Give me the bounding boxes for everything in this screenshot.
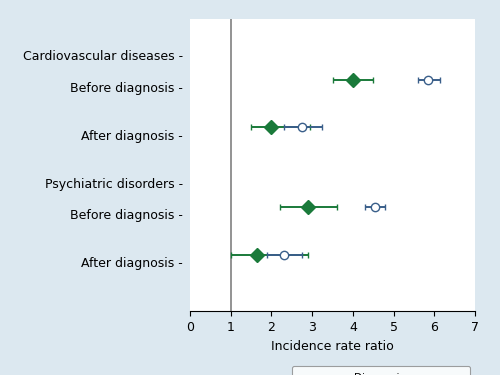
Legend: Hematological malignancy, Biopsied individuals: Hematological malignancy, Biopsied indiv… — [292, 366, 470, 375]
Text: Before diagnosis -: Before diagnosis - — [70, 82, 183, 95]
Text: After diagnosis -: After diagnosis - — [82, 257, 183, 270]
Text: Psychiatric disorders -: Psychiatric disorders - — [45, 178, 183, 190]
Text: After diagnosis -: After diagnosis - — [82, 130, 183, 143]
Text: Cardiovascular diseases -: Cardiovascular diseases - — [23, 50, 183, 63]
X-axis label: Incidence rate ratio: Incidence rate ratio — [271, 339, 394, 352]
Text: Before diagnosis -: Before diagnosis - — [70, 209, 183, 222]
